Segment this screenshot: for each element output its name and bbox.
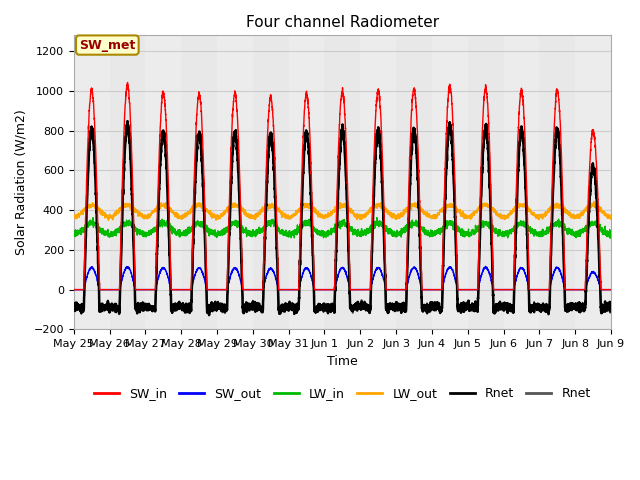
Bar xyxy=(504,36,540,329)
Bar xyxy=(253,36,289,329)
Bar xyxy=(324,36,360,329)
Title: Four channel Radiometer: Four channel Radiometer xyxy=(246,15,439,30)
Bar xyxy=(74,36,109,329)
Legend: SW_in, SW_out, LW_in, LW_out, Rnet, Rnet: SW_in, SW_out, LW_in, LW_out, Rnet, Rnet xyxy=(89,383,596,406)
Bar xyxy=(360,36,396,329)
Bar xyxy=(145,36,181,329)
Bar xyxy=(217,36,253,329)
Bar xyxy=(109,36,145,329)
Bar xyxy=(468,36,504,329)
Bar xyxy=(432,36,468,329)
Bar xyxy=(575,36,611,329)
Bar xyxy=(289,36,324,329)
Bar xyxy=(181,36,217,329)
Text: SW_met: SW_met xyxy=(79,38,136,51)
Bar xyxy=(540,36,575,329)
X-axis label: Time: Time xyxy=(327,355,358,368)
Bar xyxy=(396,36,432,329)
Y-axis label: Solar Radiation (W/m2): Solar Radiation (W/m2) xyxy=(15,109,28,255)
